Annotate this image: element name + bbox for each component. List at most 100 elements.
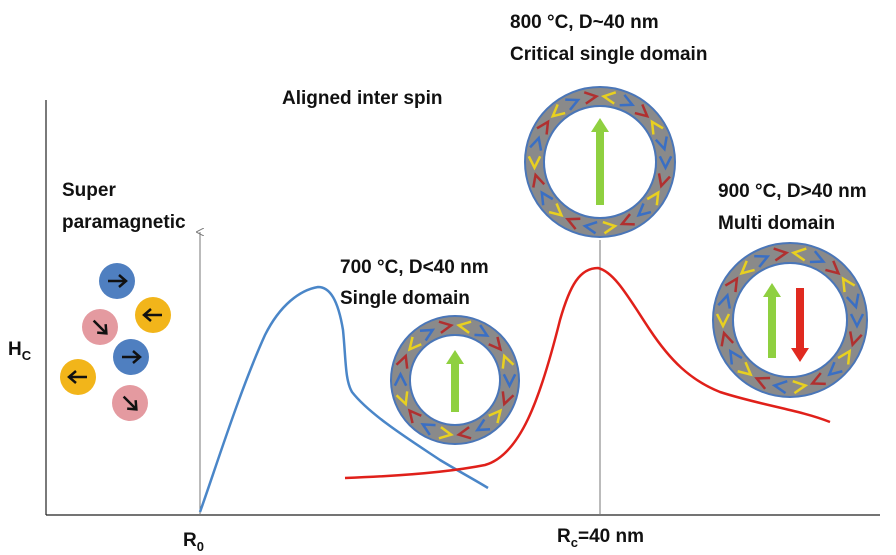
label: 900 °C, D>40 nm (718, 181, 867, 202)
label-sub: C (22, 348, 32, 363)
spin-shaft (92, 319, 107, 334)
spin-chevron (438, 320, 454, 334)
spin-chevron (619, 213, 635, 226)
spin-chevron (583, 91, 600, 105)
spin (112, 385, 148, 421)
label: 700 °C, D<40 nm (340, 257, 489, 278)
spin-head (118, 274, 128, 288)
spin-chevron (393, 371, 408, 387)
spin-chevron (825, 260, 841, 276)
spin-chevron (771, 380, 788, 395)
rings (389, 86, 869, 445)
spin (82, 309, 118, 345)
spin-chevron (792, 380, 809, 395)
spin (99, 263, 135, 299)
label: 800 °C, D~40 nm (510, 12, 659, 33)
spin-chevron (827, 361, 843, 377)
moment-head (591, 118, 609, 132)
spin-chevron (565, 98, 581, 111)
spin-head (127, 400, 138, 411)
moment-head (446, 350, 464, 364)
spin-chevron (395, 353, 409, 369)
x-marker: R0 (183, 530, 204, 554)
spin-chevron (582, 220, 598, 235)
spin-chevron (540, 190, 554, 206)
label: Multi domain (718, 213, 835, 234)
spin-chevron (602, 220, 618, 235)
label: paramagnetic (62, 212, 186, 233)
ring-inner (732, 262, 848, 378)
spin-chevron (650, 119, 664, 135)
spin (135, 297, 171, 333)
spin-chevron (529, 135, 543, 151)
x-marker: Rc=40 nm (557, 526, 644, 550)
red-curve (344, 266, 831, 480)
spin-chevron (737, 361, 753, 377)
spin-chevron (456, 426, 472, 440)
spin-arrow (108, 274, 128, 288)
label-main: R (557, 526, 571, 547)
spin-chevron (849, 313, 865, 329)
spin-chevron (724, 276, 739, 293)
spin-arrow (122, 350, 142, 364)
spin-chevron (646, 190, 660, 206)
spin-head (132, 350, 142, 364)
spin-chevron (600, 91, 617, 105)
spin-chevron (754, 376, 771, 390)
spin-chevron (841, 276, 856, 293)
y-axis-label: HC (8, 339, 32, 363)
spin-chevron (550, 103, 566, 119)
spin-chevron (809, 250, 826, 264)
label-main: H (8, 339, 22, 360)
spin-chevron (739, 260, 755, 276)
spin-chevron (636, 202, 652, 218)
ring (523, 86, 677, 238)
spin (113, 339, 149, 375)
moment-head (763, 283, 781, 297)
spin-chevron (501, 353, 515, 369)
label-suffix: =40 nm (578, 526, 644, 547)
spin-chevron (474, 324, 490, 338)
spin-chevron (720, 330, 735, 347)
spin-chevron (848, 331, 863, 348)
spin-chevron (657, 173, 671, 189)
spin-chevron (565, 217, 581, 230)
spins (60, 263, 171, 421)
spin-arrow (122, 395, 138, 411)
spin (60, 359, 96, 395)
spin-chevron (790, 247, 807, 262)
ring (711, 242, 869, 398)
spin-chevron (536, 119, 550, 135)
spin-chevron (407, 408, 422, 424)
spin-head (97, 324, 108, 335)
spin-chevron (532, 172, 546, 188)
spin-chevron (488, 336, 503, 352)
label-sub: c (571, 535, 578, 550)
spin-chevron (654, 136, 668, 152)
spin-chevron (474, 418, 491, 432)
spin-chevron (728, 348, 743, 365)
label: Single domain (340, 288, 470, 309)
spin-chevron (456, 320, 472, 334)
ring (389, 315, 521, 445)
spin-chevron (548, 202, 564, 218)
label: Aligned inter spin (282, 88, 442, 109)
spin-arrow (92, 319, 108, 335)
spin-chevron (845, 293, 860, 310)
spin-chevron (754, 254, 771, 268)
spin-chevron (395, 391, 409, 407)
spin-chevron (527, 155, 542, 171)
spin-chevron (438, 426, 454, 440)
spin-chevron (658, 155, 673, 171)
spin-chevron (809, 372, 826, 386)
spin-arrow (142, 308, 162, 322)
spin-chevron (619, 94, 635, 107)
spin-chevron (837, 348, 852, 365)
label-main: R (183, 530, 197, 551)
spin-chevron (773, 247, 790, 262)
spin-chevron (420, 422, 436, 436)
spin-chevron (501, 391, 515, 407)
spin-chevron (407, 336, 422, 352)
spin-chevron (717, 292, 732, 309)
